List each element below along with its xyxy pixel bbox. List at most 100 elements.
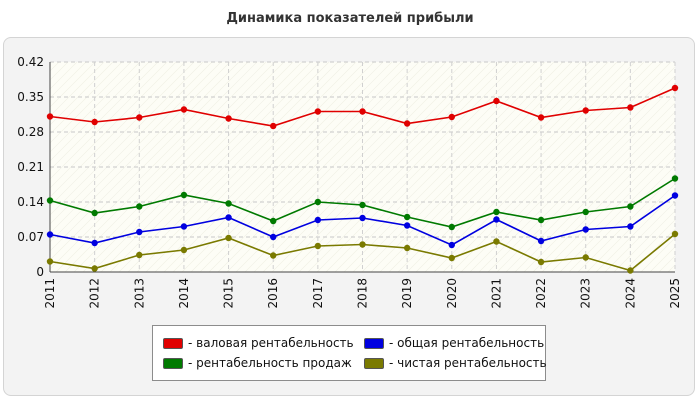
plot-hatch <box>622 219 675 272</box>
x-tick-label: 2024 <box>623 278 637 309</box>
data-point <box>448 254 455 262</box>
x-tick-label: 2019 <box>400 278 414 309</box>
data-point <box>46 231 54 238</box>
data-point <box>493 97 500 105</box>
data-point <box>180 106 188 113</box>
plot-hatch <box>50 62 168 180</box>
plot-hatch <box>55 62 267 272</box>
data-point <box>582 254 589 261</box>
legend-swatch-sales <box>163 358 183 369</box>
data-point <box>582 208 589 216</box>
data-point <box>448 223 455 231</box>
data-point <box>671 230 679 238</box>
plot-hatch <box>50 62 231 243</box>
data-point <box>582 107 589 114</box>
data-point <box>359 241 366 248</box>
data-point <box>180 246 188 254</box>
data-point <box>314 198 322 206</box>
data-point <box>91 209 98 217</box>
data-point <box>46 113 54 120</box>
data-point <box>314 216 322 224</box>
x-tick-label: 2011 <box>43 278 57 309</box>
data-point <box>671 175 679 182</box>
plot-hatch <box>118 62 330 272</box>
data-point <box>627 267 634 274</box>
plot-hatch <box>433 62 645 272</box>
data-point <box>225 214 232 221</box>
y-tick-label: 0 <box>36 265 44 279</box>
data-point <box>314 108 322 115</box>
data-point <box>225 200 232 207</box>
data-point <box>225 115 232 122</box>
data-point <box>91 239 98 247</box>
plot-hatch <box>50 62 105 117</box>
data-point <box>359 201 366 209</box>
plot-hatch <box>334 62 546 272</box>
data-point <box>627 203 634 210</box>
data-point <box>537 258 545 266</box>
data-point <box>493 216 500 223</box>
data-point <box>136 228 143 236</box>
x-tick-label: 2025 <box>668 278 682 309</box>
data-point <box>270 217 277 225</box>
legend-swatch-net <box>364 358 384 369</box>
plot-hatch <box>307 62 519 272</box>
data-point <box>403 244 411 252</box>
plot-hatch <box>559 156 675 272</box>
legend-swatch-gross <box>163 338 183 349</box>
data-point <box>671 192 679 199</box>
plot-hatch <box>586 183 675 272</box>
data-point <box>225 234 232 242</box>
x-tick-label: 2015 <box>222 278 236 309</box>
data-point <box>270 233 277 241</box>
data-point <box>448 241 455 249</box>
x-tick-label: 2021 <box>489 278 503 309</box>
plot-hatch <box>271 62 483 272</box>
data-point <box>180 223 188 230</box>
x-tick-label: 2023 <box>579 278 593 309</box>
data-point <box>91 265 98 272</box>
plot-hatch <box>208 62 420 272</box>
plot-hatch <box>181 62 393 272</box>
x-tick-label: 2016 <box>266 278 280 309</box>
data-point <box>314 242 322 250</box>
data-point <box>493 208 500 216</box>
y-tick-label: 0.35 <box>17 90 44 104</box>
data-point <box>403 120 411 127</box>
y-tick-label: 0.21 <box>17 160 44 174</box>
chart-legend: - валовая рентабельность - общая рентабе… <box>152 325 547 381</box>
data-point <box>270 252 277 259</box>
data-point <box>403 222 411 229</box>
y-tick-label: 0.07 <box>17 230 44 244</box>
x-tick-label: 2018 <box>356 278 370 309</box>
plot-hatch <box>244 62 456 272</box>
plot-hatch <box>370 62 582 272</box>
legend-label-net: - чистая рентабельность <box>389 356 547 370</box>
data-point <box>359 108 366 115</box>
y-tick-label: 0.42 <box>17 55 44 69</box>
x-tick-label: 2020 <box>445 278 459 309</box>
data-point <box>136 114 143 121</box>
plot-hatch <box>145 62 357 272</box>
data-point <box>403 213 411 221</box>
y-tick-label: 0.28 <box>17 125 44 139</box>
legend-label-gross: - валовая рентабельность <box>188 336 354 350</box>
data-point <box>359 214 366 222</box>
legend-swatch-total <box>364 338 384 349</box>
x-tick-label: 2022 <box>534 278 548 309</box>
data-point <box>537 237 545 245</box>
x-tick-label: 2013 <box>132 278 146 309</box>
y-tick-label: 0.14 <box>17 195 44 209</box>
x-tick-label: 2012 <box>88 278 102 309</box>
chart-title: Динамика показателей прибыли <box>226 11 474 26</box>
data-point <box>136 251 143 259</box>
data-point <box>180 191 188 199</box>
legend-label-total: - общая рентабельность <box>389 336 545 350</box>
data-point <box>91 118 98 126</box>
legend-label-sales: - рентабельность продаж <box>188 356 352 370</box>
data-point <box>46 258 54 265</box>
data-point <box>270 122 277 130</box>
x-tick-label: 2017 <box>311 278 325 309</box>
data-point <box>582 226 589 233</box>
